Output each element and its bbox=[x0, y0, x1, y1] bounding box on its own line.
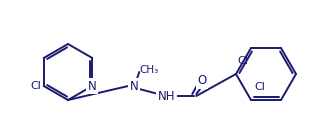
Text: N: N bbox=[130, 79, 139, 92]
Text: NH: NH bbox=[158, 89, 175, 102]
Text: Cl: Cl bbox=[238, 56, 248, 66]
Text: CH₃: CH₃ bbox=[139, 65, 159, 75]
Text: Cl: Cl bbox=[254, 82, 265, 92]
Text: N: N bbox=[88, 79, 97, 92]
Text: O: O bbox=[198, 75, 207, 88]
Text: Cl: Cl bbox=[30, 81, 41, 91]
